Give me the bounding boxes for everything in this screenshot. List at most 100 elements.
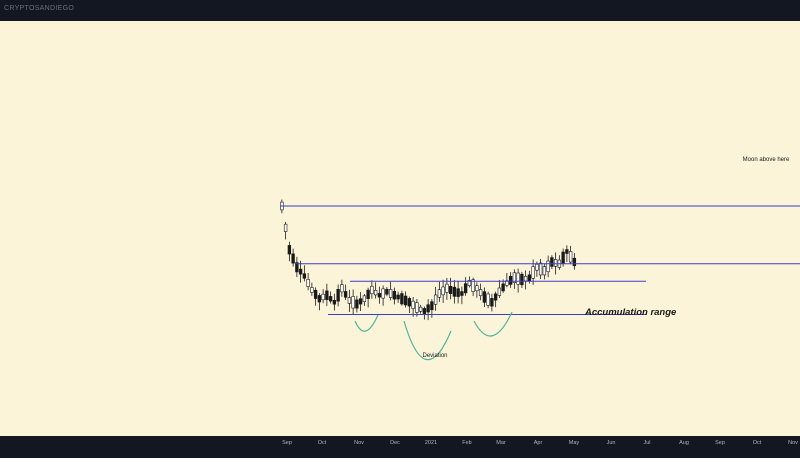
candle-body — [538, 262, 543, 276]
x-tick-label: Apr — [534, 440, 543, 446]
candle-body — [332, 299, 337, 305]
candle-body — [456, 288, 460, 297]
candle-body — [531, 266, 535, 279]
candle-body — [343, 291, 348, 298]
x-tick-label: Oct — [753, 440, 762, 446]
candle-body — [516, 272, 520, 285]
pattern-curves-group — [354, 311, 513, 361]
x-tick-label: Jun — [607, 440, 616, 446]
candle-body — [400, 293, 404, 305]
candle-body — [415, 302, 419, 313]
candle-body — [411, 300, 415, 309]
x-tick-label: Jul — [643, 440, 650, 446]
candle-body — [392, 291, 397, 300]
candle-body — [370, 285, 374, 295]
candle-body — [565, 249, 569, 254]
x-tick-label: Aug — [679, 440, 689, 446]
candle-body — [313, 289, 318, 299]
candle-body — [572, 257, 577, 267]
candle-body — [317, 295, 322, 303]
pattern-curve — [473, 311, 513, 337]
deviation-label: Deviation — [422, 353, 447, 359]
candle-body — [388, 289, 393, 298]
candle-body — [325, 290, 329, 300]
candle-body — [561, 251, 565, 264]
watermark-label: CRYPTOSANDIEGO — [4, 5, 75, 12]
candle-body — [437, 289, 442, 298]
time-axis: Sep Oct Nov Dec 2021 Feb Mar Apr May Jun Jul Aug Sep… — [0, 436, 800, 458]
candle-body — [362, 295, 367, 302]
candle-body — [520, 273, 524, 286]
candle-body — [355, 299, 359, 309]
pattern-curve — [403, 320, 452, 361]
candle-body — [358, 298, 363, 305]
candle-body — [463, 283, 468, 294]
candle-body — [550, 257, 554, 267]
candle-body — [287, 245, 292, 255]
candle-body — [471, 279, 475, 292]
x-tick-label: Mar — [496, 440, 506, 446]
candle-body — [340, 284, 344, 293]
x-tick-label: Nov — [354, 440, 364, 446]
candle-body — [396, 294, 400, 300]
candle-body — [373, 290, 378, 296]
candle-body — [535, 263, 539, 271]
candle-body — [306, 279, 310, 287]
candle-body — [385, 288, 389, 295]
candle-body — [460, 291, 464, 296]
candle-body — [298, 268, 303, 275]
candle-body — [568, 251, 573, 263]
time-axis-labels: Sep Oct Nov Dec 2021 Feb Mar Apr May Jun Jul Aug Sep… — [282, 440, 798, 446]
candle-body — [321, 293, 325, 301]
candle-body — [501, 283, 505, 292]
price-chart: Moon above here Accumulation range Devia… — [280, 157, 800, 361]
candle-body — [475, 285, 479, 292]
candle-body — [553, 259, 558, 267]
candle-body — [482, 291, 487, 303]
candle-body — [381, 288, 385, 299]
candle-body — [527, 274, 532, 282]
pattern-curve — [354, 314, 379, 332]
levels-group — [280, 205, 800, 315]
candle-body — [546, 260, 550, 273]
candle-body — [295, 262, 299, 273]
candle-body — [452, 286, 457, 297]
candle-body — [478, 289, 483, 297]
candle-body — [433, 294, 438, 305]
candle-body — [523, 275, 528, 282]
x-tick-label: Dec — [390, 440, 400, 446]
candle-body — [283, 223, 288, 232]
candle-body — [426, 304, 430, 313]
candle-body — [418, 306, 423, 312]
x-tick-label: Sep — [715, 440, 725, 446]
candle-body — [377, 293, 382, 298]
x-tick-label: Feb — [462, 440, 471, 446]
candle-body — [493, 293, 498, 301]
candle-body — [347, 297, 352, 304]
candle-body — [490, 298, 494, 307]
candle-body — [467, 280, 472, 286]
candle-body — [351, 296, 355, 309]
candle-body — [512, 272, 517, 284]
candle-body — [441, 286, 445, 296]
candle-body — [407, 298, 412, 307]
candle-body — [497, 287, 502, 296]
accumulation-range-label: Accumulation range — [584, 307, 677, 318]
x-tick-label: Nov — [788, 440, 798, 446]
candle-body — [336, 289, 340, 302]
candles-group — [280, 199, 577, 321]
candle-body — [508, 275, 513, 285]
x-tick-label: Sep — [282, 440, 292, 446]
candle-body — [328, 296, 333, 302]
candle-body — [486, 293, 490, 306]
x-tick-label: Oct — [318, 440, 327, 446]
candle-body — [505, 280, 509, 286]
candle-body — [430, 301, 434, 311]
candle-body — [445, 283, 449, 293]
candle-body — [310, 287, 314, 293]
candle-body — [302, 273, 307, 279]
candle-body — [366, 289, 370, 299]
candle-body — [542, 266, 547, 276]
candle-body — [403, 295, 408, 306]
